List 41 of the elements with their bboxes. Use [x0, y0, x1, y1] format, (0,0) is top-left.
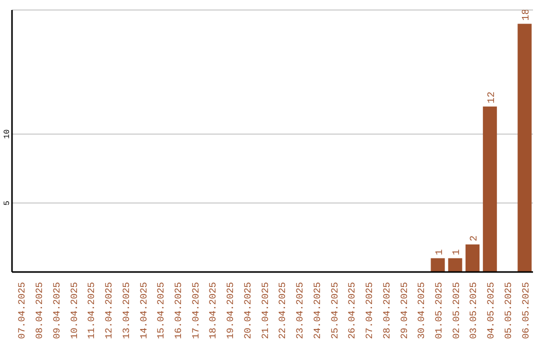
x-tick-label: 01.05.2025 — [433, 282, 444, 340]
x-tick-label: 12.04.2025 — [104, 282, 115, 340]
bar — [448, 258, 462, 272]
x-tick-label: 05.05.2025 — [502, 282, 514, 340]
x-tick-label: 08.04.2025 — [34, 282, 46, 340]
x-tick-label: 29.04.2025 — [398, 282, 410, 340]
y-tick-label: 10 — [3, 129, 12, 139]
x-tick-label: 03.05.2025 — [468, 282, 480, 340]
x-tick-label: 04.05.2025 — [486, 282, 497, 340]
x-tick-label: 16.04.2025 — [172, 282, 184, 340]
x-tick-label: 20.04.2025 — [242, 282, 254, 340]
bar — [482, 106, 497, 272]
x-tick-label: 24.04.2025 — [312, 282, 323, 340]
x-tick-label: 28.04.2025 — [381, 282, 392, 340]
x-tick-label: 15.04.2025 — [156, 282, 167, 340]
x-tick-label: 26.04.2025 — [346, 282, 358, 340]
x-tick-label: 07.04.2025 — [16, 282, 28, 340]
x-tick-label: 30.04.2025 — [416, 282, 428, 340]
x-tick-label: 06.05.2025 — [520, 282, 532, 340]
x-tick-label: 18.04.2025 — [208, 282, 219, 340]
x-tick-label: 19.04.2025 — [225, 282, 236, 340]
data-label: 1 — [434, 249, 446, 256]
x-tick-label: 14.04.2025 — [138, 282, 150, 340]
data-label: 1 — [452, 249, 464, 256]
x-tick-label: 21.04.2025 — [260, 282, 271, 340]
x-tick-label: 22.04.2025 — [277, 282, 288, 340]
x-tick-label: 11.04.2025 — [86, 282, 98, 340]
x-tick-label: 23.04.2025 — [294, 282, 306, 340]
x-tick-label: 25.04.2025 — [329, 282, 340, 340]
bar — [430, 258, 445, 272]
x-tick-label: 09.04.2025 — [51, 282, 62, 340]
x-tick-label: 10.04.2025 — [68, 282, 80, 340]
y-tick-label: 5 — [3, 200, 12, 206]
x-tick-label: 02.05.2025 — [450, 282, 462, 340]
x-tick-label: 13.04.2025 — [120, 282, 132, 340]
bar — [518, 24, 532, 272]
data-label: 2 — [470, 235, 481, 242]
x-tick-label: 27.04.2025 — [364, 282, 376, 340]
bar — [466, 244, 480, 272]
x-tick-label: 17.04.2025 — [190, 282, 202, 340]
data-label: 12 — [486, 92, 498, 104]
